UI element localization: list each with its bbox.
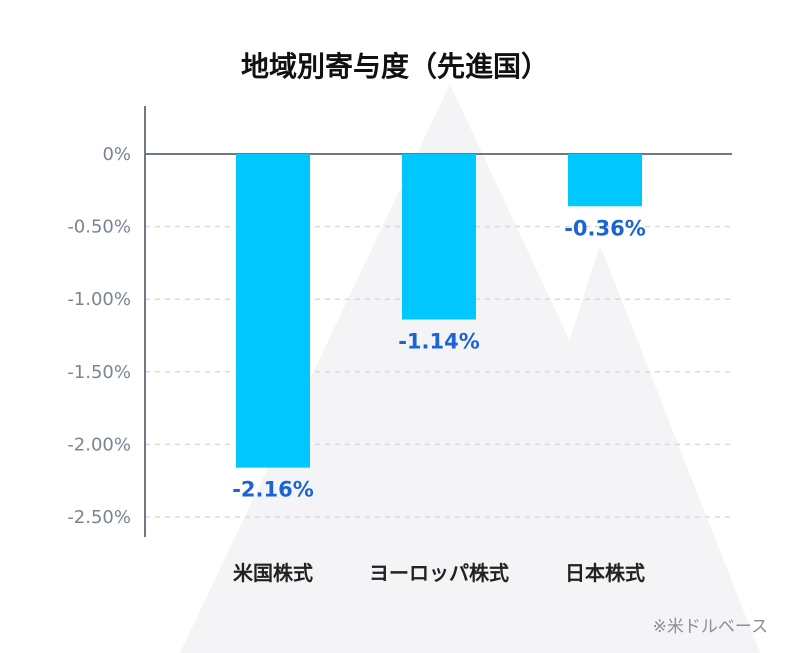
chart-title: 地域別寄与度（先進国） <box>241 50 549 83</box>
x-category-label: 日本株式 <box>565 561 645 585</box>
y-tick-label: 0% <box>102 144 131 165</box>
y-tick-label: -0.50% <box>67 217 131 238</box>
currency-note: ※米ドルベース <box>653 617 768 637</box>
y-tick-label: -2.00% <box>67 434 131 455</box>
labels-layer: -2.16% 米国株式 -1.14% ヨーロッパ株式 -0.36% 日本株式 <box>232 216 646 585</box>
data-label: -0.36% <box>564 216 646 240</box>
bar <box>402 154 476 320</box>
y-tick-label: -1.50% <box>67 362 131 383</box>
y-tick-label: -1.00% <box>67 289 131 310</box>
x-category-label: 米国株式 <box>233 561 313 585</box>
bar <box>236 154 310 468</box>
background-mountains <box>180 84 760 653</box>
bar <box>568 154 642 207</box>
data-label: -2.16% <box>232 478 314 502</box>
bars-layer <box>236 154 642 468</box>
mountain-right <box>470 245 760 653</box>
data-label: -1.14% <box>398 330 480 354</box>
x-category-label: ヨーロッパ株式 <box>369 561 509 585</box>
y-tick-label: -2.50% <box>67 507 131 528</box>
